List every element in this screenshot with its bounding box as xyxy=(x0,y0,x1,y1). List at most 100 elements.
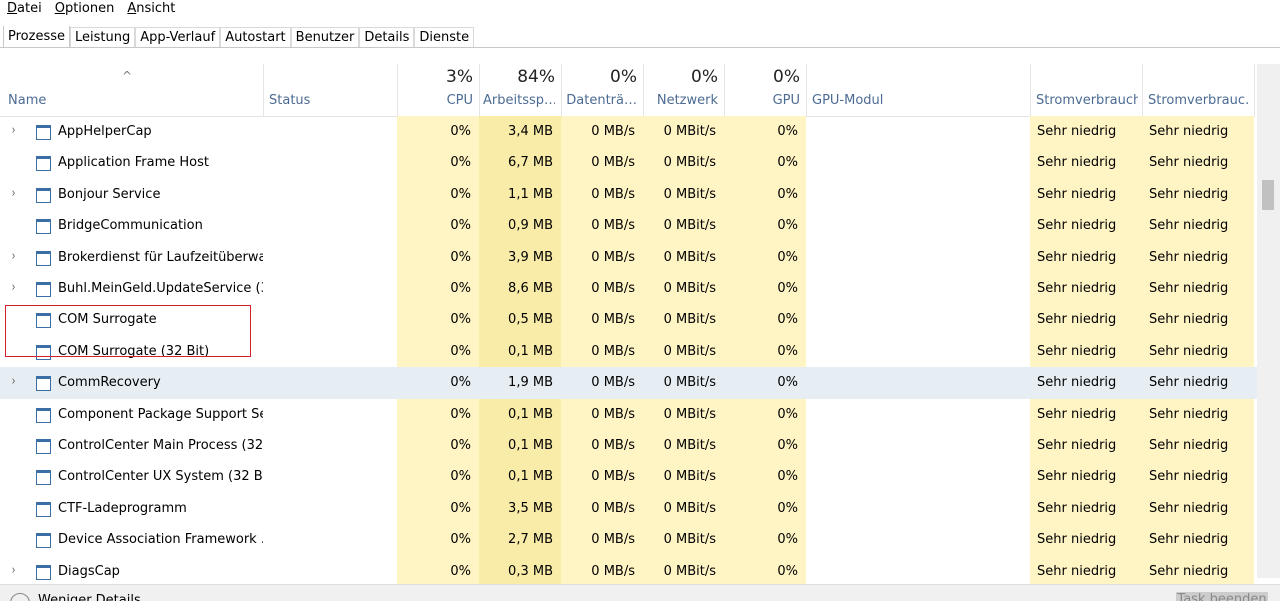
expand-arrow[interactable]: › xyxy=(11,562,16,578)
process-icon xyxy=(36,187,51,203)
cell-disk: 0 MB/s xyxy=(591,500,635,516)
column-header[interactable]: 0% Datenträ… xyxy=(561,64,644,117)
cell-power: Sehr niedrig xyxy=(1037,375,1117,391)
process-row[interactable]: ControlCenter Main Process (32 ... 0% 0,1 … xyxy=(0,430,1257,462)
menu-item[interactable]: Optionen xyxy=(54,1,115,16)
column-header[interactable]: Status xyxy=(263,64,398,117)
cell-bg xyxy=(643,147,724,179)
cell-gpu: 0% xyxy=(777,186,798,202)
process-icon xyxy=(36,219,51,235)
process-row[interactable]: › Brokerdienst für Laufzeitüberwa... 0% 3,9… xyxy=(0,241,1257,273)
process-row[interactable]: Component Package Support Se... 0% 0,1 MB 0… xyxy=(0,398,1257,430)
tab[interactable]: Dienste xyxy=(414,27,475,48)
cell-disk: 0 MB/s xyxy=(591,375,635,391)
cell-memory: 0,1 MB xyxy=(508,469,553,485)
cell-bg xyxy=(397,430,479,462)
process-icon xyxy=(36,282,51,297)
cell-gpu: 0% xyxy=(777,469,798,485)
process-row[interactable]: › Bonjour Service 0% 1,1 MB 0 MB/s 0 MBit/s 0%… xyxy=(0,178,1257,211)
cell-gpu: 0% xyxy=(777,343,798,359)
cell-power: Sehr niedrig xyxy=(1037,186,1117,202)
cell-bg xyxy=(561,492,643,525)
cell-bg xyxy=(479,555,561,584)
column-label: Stromverbrauc… xyxy=(1148,93,1250,108)
process-name: AppHelperCap xyxy=(58,124,152,139)
process-row[interactable]: › DiagsCap 0% 0,3 MB 0 MB/s 0 MBit/s 0% Sehr ni… xyxy=(0,555,1257,584)
cell-network: 0 MBit/s xyxy=(663,406,716,422)
process-row[interactable]: ControlCenter UX System (32 Bit) 0% 0,1 MB… xyxy=(0,461,1257,493)
cell-bg xyxy=(397,335,479,368)
cell-bg xyxy=(724,430,806,462)
cell-network: 0 MBit/s xyxy=(663,281,716,296)
cell-bg xyxy=(643,304,724,336)
process-row[interactable]: Application Frame Host 0% 6,7 MB 0 MB/s 0 MB… xyxy=(0,147,1257,179)
expand-arrow[interactable]: › xyxy=(11,374,16,390)
column-header[interactable]: 0% Netzwerk xyxy=(643,64,725,117)
tab[interactable]: Prozesse xyxy=(3,26,70,48)
less-details[interactable]: Weniger Details xyxy=(38,593,141,601)
expand-arrow[interactable]: › xyxy=(11,123,16,138)
cell-bg xyxy=(643,210,724,242)
cell-memory: 8,6 MB xyxy=(508,281,553,296)
column-header[interactable]: Stromverbrauch xyxy=(1030,64,1143,117)
cell-disk: 0 MB/s xyxy=(591,249,635,265)
process-row[interactable]: Device Association Framework ... 0% 2,7 MB… xyxy=(0,524,1257,556)
process-row[interactable]: COM Surrogate (32 Bit) 0% 0,1 MB 0 MB/s 0 MB… xyxy=(0,335,1257,368)
cell-network: 0 MBit/s xyxy=(663,438,716,453)
column-header[interactable]: 3% CPU xyxy=(397,64,480,117)
cell-bg xyxy=(643,492,724,525)
cell-network: 0 MBit/s xyxy=(663,155,716,171)
cell-gpu: 0% xyxy=(777,155,798,171)
cell-bg xyxy=(1030,430,1142,462)
process-row[interactable]: › Buhl.MeinGeld.UpdateService (3... 0% 8,6 … xyxy=(0,273,1257,305)
cell-bg xyxy=(1142,335,1254,368)
column-header[interactable]: 0% GPU xyxy=(724,64,807,117)
column-header[interactable]: GPU-Modul xyxy=(806,64,1031,117)
expand-arrow[interactable]: › xyxy=(11,248,16,264)
process-row[interactable]: › CommRecovery 0% 1,9 MB 0 MB/s 0 MBit/s 0% Seh… xyxy=(0,367,1257,399)
cell-bg xyxy=(643,116,724,148)
tab[interactable]: App-Verlauf xyxy=(135,27,221,48)
cell-power: Sehr niedrig xyxy=(1037,406,1117,422)
tab[interactable]: Leistung xyxy=(70,27,136,48)
cell-bg xyxy=(643,273,724,305)
process-name: Application Frame Host xyxy=(58,155,210,171)
cell-bg xyxy=(561,273,643,305)
cell-bg xyxy=(724,273,806,305)
cell-memory: 2,7 MB xyxy=(508,532,553,548)
expand-arrow[interactable]: › xyxy=(11,280,16,295)
process-name: Buhl.MeinGeld.UpdateService (3... xyxy=(58,281,263,296)
cell-bg xyxy=(479,210,561,242)
column-header[interactable]: 84% Arbeitssp… xyxy=(479,64,562,117)
tab[interactable]: Autostart xyxy=(220,27,291,48)
process-row[interactable]: CTF-Ladeprogramm 0% 3,5 MB 0 MB/s 0 MBit/s 0%… xyxy=(0,492,1257,525)
cell-power: Sehr niedrig xyxy=(1037,249,1117,265)
cell-power_trend: Sehr niedrig xyxy=(1149,406,1229,422)
tab-bar: Prozesse Leistung App-Verlauf Autostart Benu… xyxy=(3,26,475,48)
cell-power: Sehr niedrig xyxy=(1037,218,1117,234)
cell-network: 0 MBit/s xyxy=(663,500,716,516)
cell-disk: 0 MB/s xyxy=(591,218,635,234)
menu-item[interactable]: Datei xyxy=(7,1,42,16)
cell-disk: 0 MB/s xyxy=(591,186,635,202)
tab[interactable]: Details xyxy=(359,27,415,48)
end-task-button[interactable]: Task beenden xyxy=(1176,592,1268,601)
column-header[interactable]: Stromverbrauc… xyxy=(1142,64,1255,117)
cell-bg xyxy=(479,304,561,336)
cell-bg xyxy=(479,273,561,305)
menu-item[interactable]: Ansicht xyxy=(127,1,176,16)
cell-cpu: 0% xyxy=(450,218,471,234)
tab[interactable]: Benutzer xyxy=(290,27,360,48)
cell-bg xyxy=(724,147,806,179)
cell-bg xyxy=(397,398,479,430)
cell-bg xyxy=(1142,430,1254,462)
column-header[interactable]: Name xyxy=(0,64,264,117)
process-row[interactable]: › AppHelperCap 0% 3,4 MB 0 MB/s 0 MBit/s 0% Seh… xyxy=(0,116,1257,148)
process-row[interactable]: BridgeCommunication 0% 0,9 MB 0 MB/s 0 MBit/… xyxy=(0,210,1257,242)
process-icon xyxy=(36,125,51,140)
expand-arrow[interactable]: › xyxy=(11,185,16,201)
cell-power_trend: Sehr niedrig xyxy=(1149,281,1229,296)
column-label: Arbeitssp… xyxy=(483,93,555,108)
cell-cpu: 0% xyxy=(450,124,471,139)
process-row[interactable]: COM Surrogate 0% 0,5 MB 0 MB/s 0 MBit/s 0% Seh… xyxy=(0,304,1257,336)
